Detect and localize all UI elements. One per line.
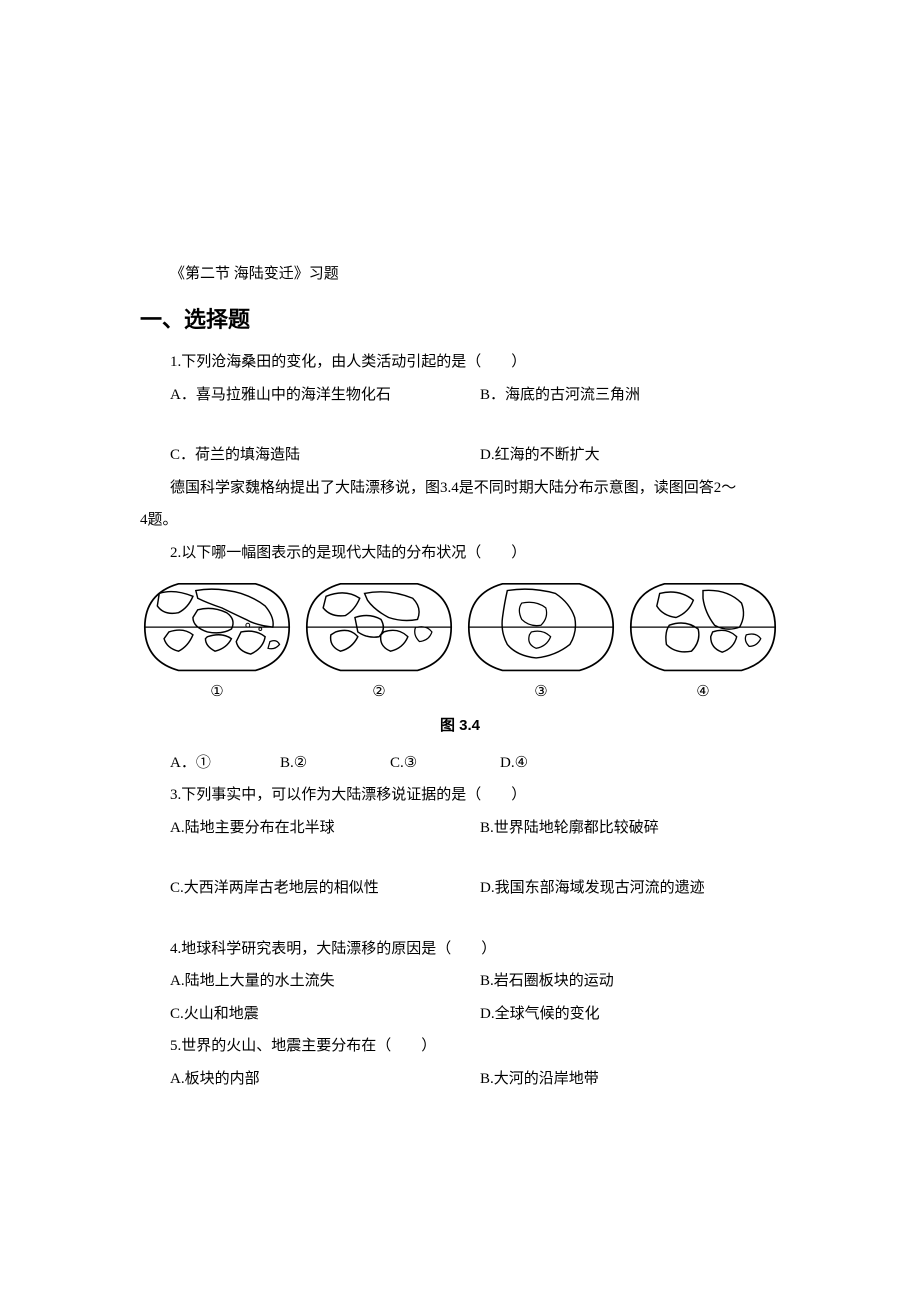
spacer [140, 413, 780, 441]
map-3-svg [464, 579, 618, 675]
q2-optC: C.③ [390, 749, 500, 778]
map-2-label: ② [372, 678, 385, 707]
map-3: ③ [464, 579, 618, 706]
map-2-svg [302, 579, 456, 675]
q1-optA: A．喜马拉雅山中的海洋生物化石 [170, 381, 480, 410]
q1-options-row1: A．喜马拉雅山中的海洋生物化石 B．海底的古河流三角洲 [140, 381, 780, 410]
q2-optB: B.② [280, 749, 390, 778]
map-4-label: ④ [696, 678, 709, 707]
section-1-heading: 一、选择题 [140, 299, 780, 341]
q4-options-row1: A.陆地上大量的水土流失 B.岩石圈板块的运动 [140, 967, 780, 996]
map-3-label: ③ [534, 678, 547, 707]
q4-optC: C.火山和地震 [170, 1000, 480, 1029]
q5-optB: B.大河的沿岸地带 [480, 1065, 780, 1094]
q3-options-row1: A.陆地主要分布在北半球 B.世界陆地轮廓都比较破碎 [140, 814, 780, 843]
q5-stem: 5.世界的火山、地震主要分布在（ ） [140, 1032, 780, 1061]
q4-optB: B.岩石圈板块的运动 [480, 967, 780, 996]
worksheet-subtitle: 《第二节 海陆变迁》习题 [140, 260, 780, 289]
map-4-svg [626, 579, 780, 675]
q2-stem: 2.以下哪一幅图表示的是现代大陆的分布状况（ ） [140, 539, 780, 568]
q1-optB: B．海底的古河流三角洲 [480, 381, 780, 410]
q5-optA: A.板块的内部 [170, 1065, 480, 1094]
q4-options-row2: C.火山和地震 D.全球气候的变化 [140, 1000, 780, 1029]
q1-optC: C．荷兰的填海造陆 [170, 441, 480, 470]
map-1: ① [140, 579, 294, 706]
q3-optC: C.大西洋两岸古老地层的相似性 [170, 874, 480, 903]
q4-optA: A.陆地上大量的水土流失 [170, 967, 480, 996]
figure-3-4: ① ② ③ [140, 579, 780, 706]
q3-optD: D.我国东部海域发现古河流的遗迹 [480, 874, 780, 903]
figure-caption: 图 3.4 [140, 712, 780, 741]
map-4: ④ [626, 579, 780, 706]
q2-optD: D.④ [500, 749, 780, 778]
map-2: ② [302, 579, 456, 706]
map-1-label: ① [210, 678, 223, 707]
q5-options-row1: A.板块的内部 B.大河的沿岸地带 [140, 1065, 780, 1094]
spacer [140, 907, 780, 935]
q2-optA: A．① [170, 749, 280, 778]
q2-options: A．① B.② C.③ D.④ [140, 749, 780, 778]
q3-optA: A.陆地主要分布在北半球 [170, 814, 480, 843]
q4-stem: 4.地球科学研究表明，大陆漂移的原因是（ ） [140, 935, 780, 964]
q1-options-row2: C．荷兰的填海造陆 D.红海的不断扩大 [140, 441, 780, 470]
q3-optB: B.世界陆地轮廓都比较破碎 [480, 814, 780, 843]
passage-line2: 4题。 [140, 506, 780, 535]
q3-stem: 3.下列事实中，可以作为大陆漂移说证据的是（ ） [140, 781, 780, 810]
q4-optD: D.全球气候的变化 [480, 1000, 780, 1029]
q3-options-row2: C.大西洋两岸古老地层的相似性 D.我国东部海域发现古河流的遗迹 [140, 874, 780, 903]
q1-stem: 1.下列沧海桑田的变化，由人类活动引起的是（ ） [140, 348, 780, 377]
spacer [140, 846, 780, 874]
map-1-svg [140, 579, 294, 675]
passage-line1: 德国科学家魏格纳提出了大陆漂移说，图3.4是不同时期大陆分布示意图，读图回答2～ [140, 474, 780, 503]
q1-optD: D.红海的不断扩大 [480, 441, 780, 470]
